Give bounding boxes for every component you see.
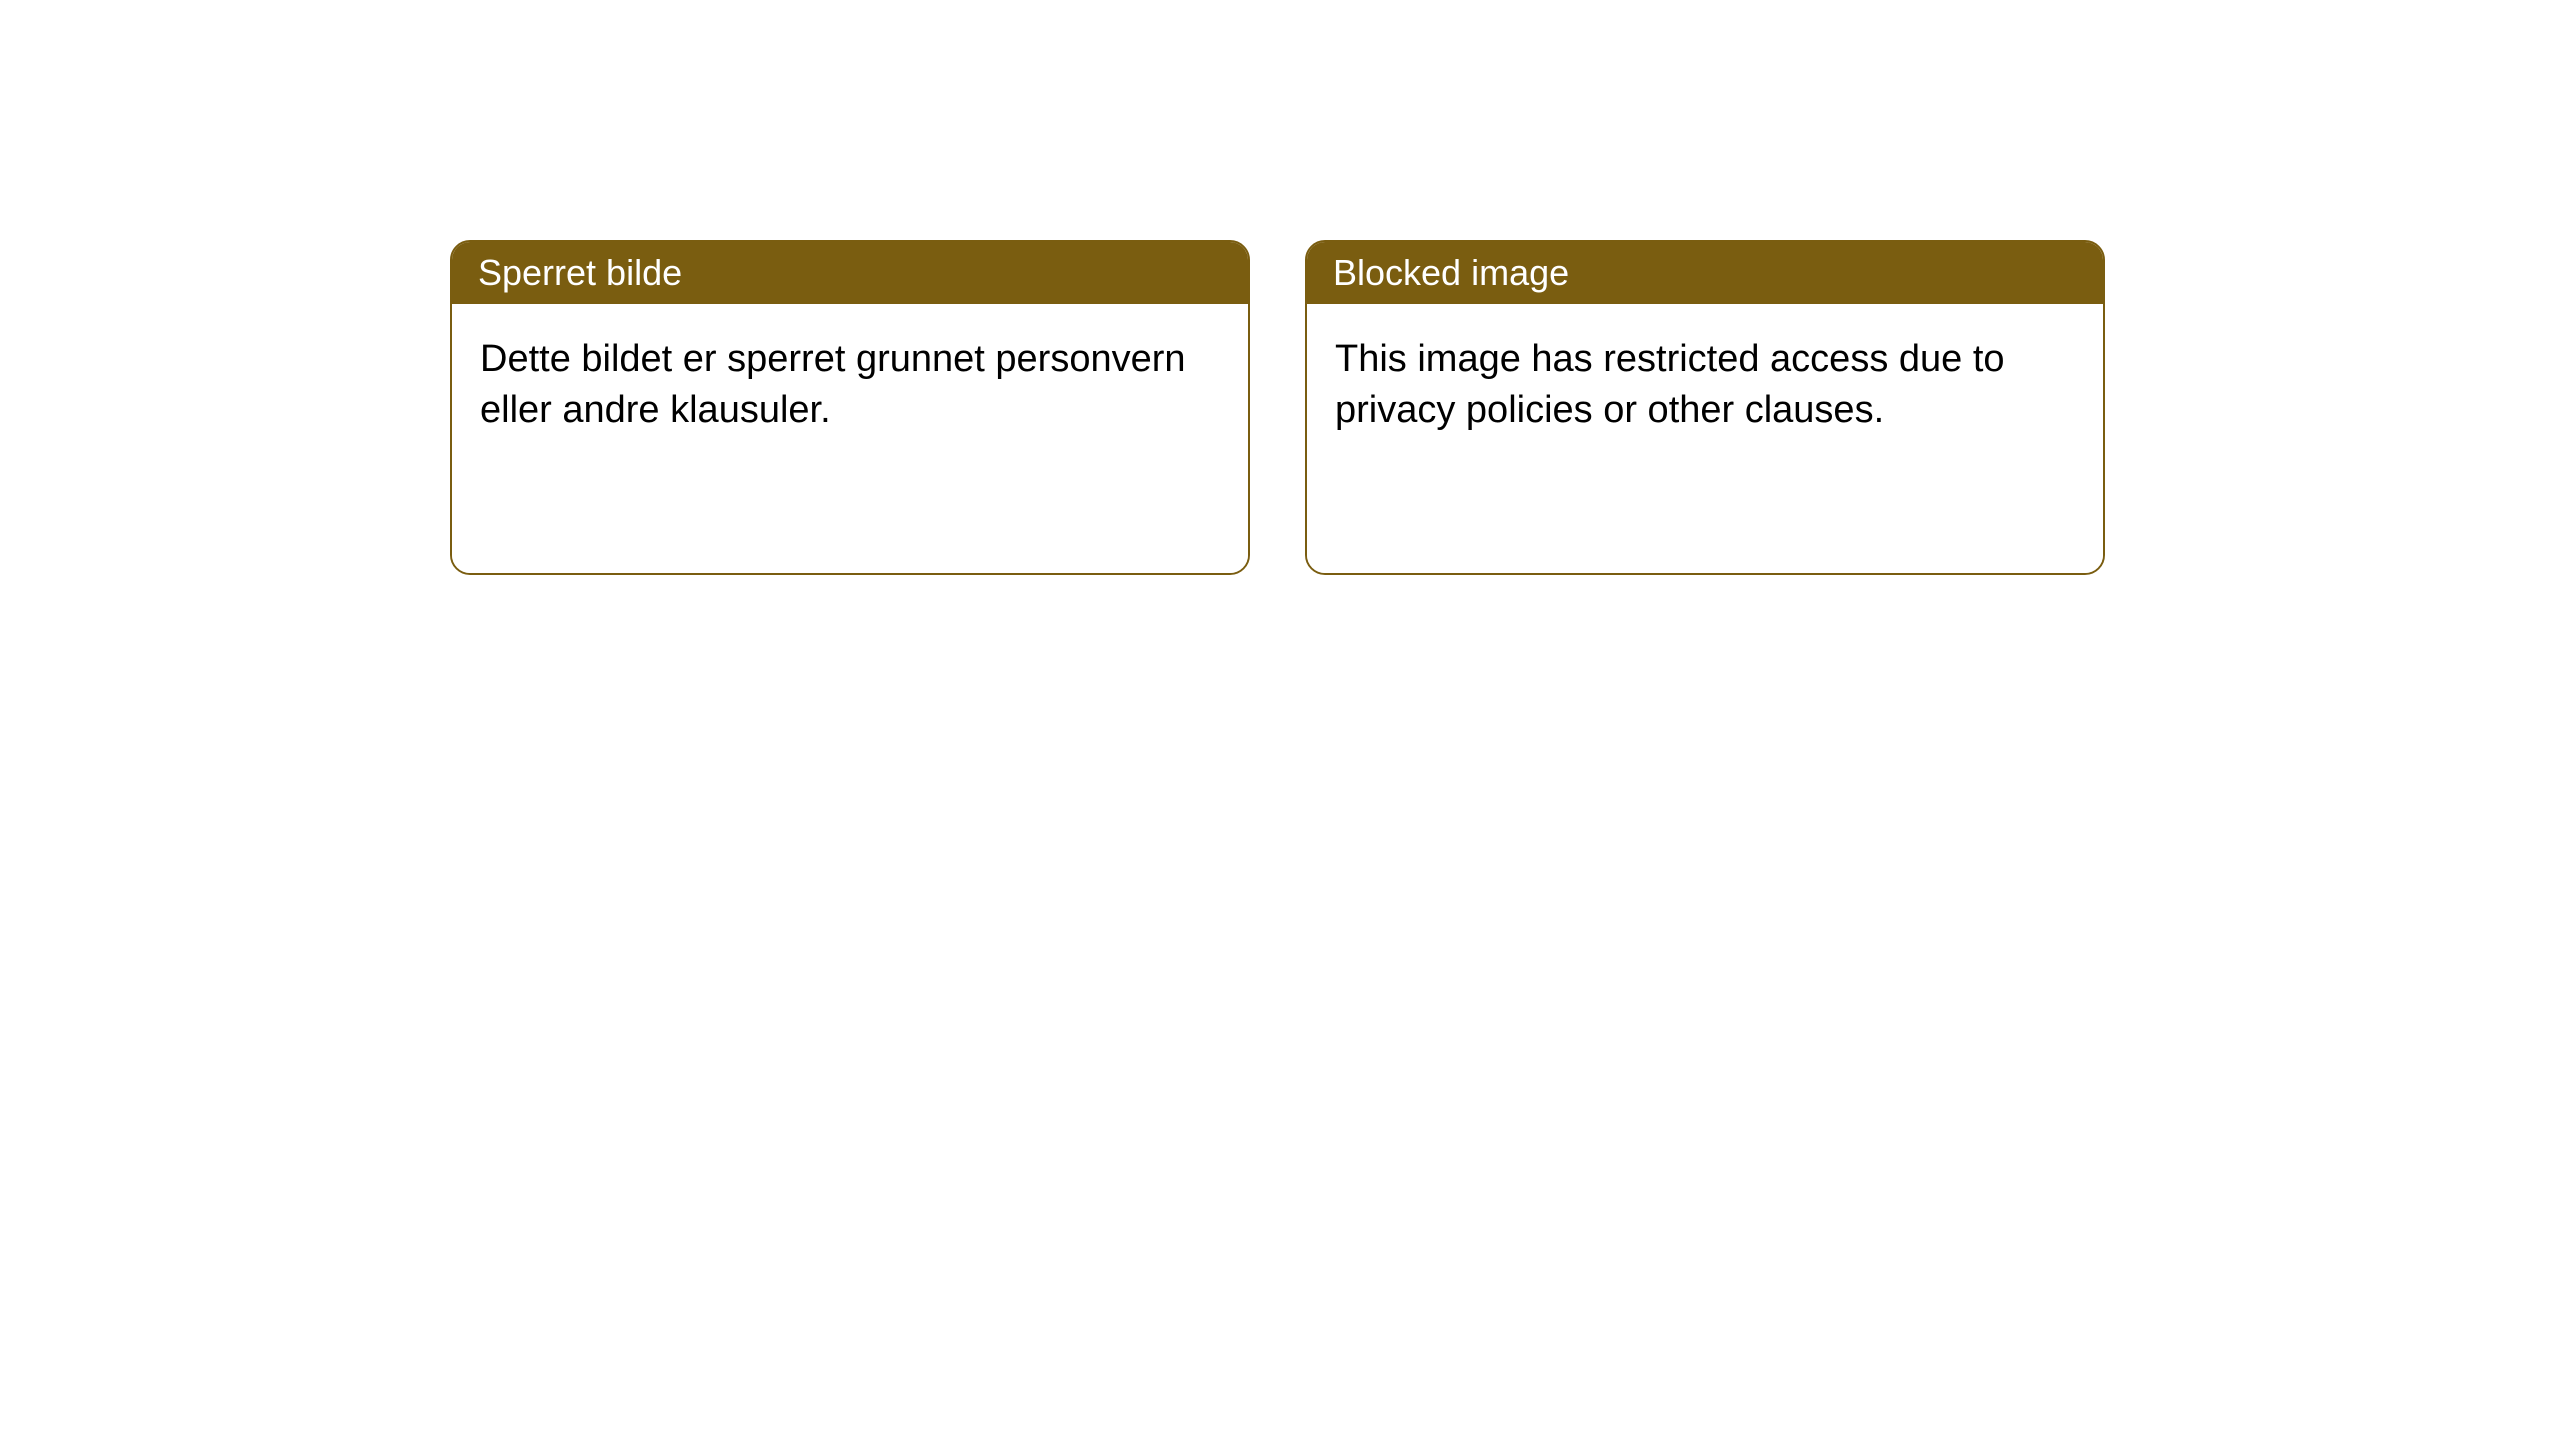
notice-header-no: Sperret bilde <box>452 242 1248 304</box>
notice-header-en: Blocked image <box>1307 242 2103 304</box>
notice-body-en: This image has restricted access due to … <box>1307 304 2103 573</box>
notice-body-no: Dette bildet er sperret grunnet personve… <box>452 304 1248 573</box>
notice-card-no: Sperret bilde Dette bildet er sperret gr… <box>450 240 1250 575</box>
notice-container: Sperret bilde Dette bildet er sperret gr… <box>450 240 2105 575</box>
notice-card-en: Blocked image This image has restricted … <box>1305 240 2105 575</box>
